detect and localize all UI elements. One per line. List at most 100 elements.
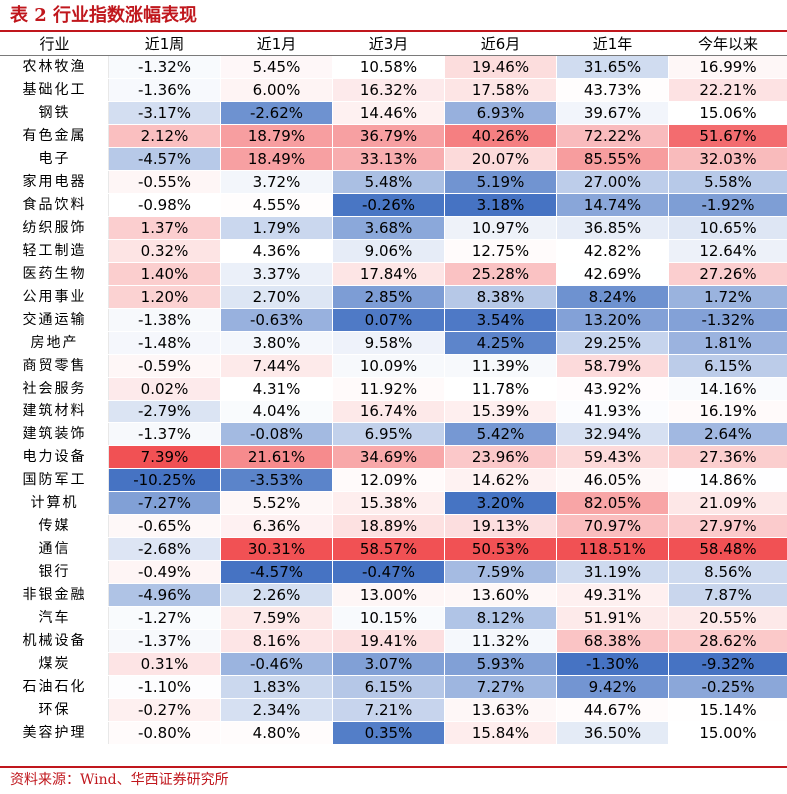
heatmap-cell: -0.08% [220,422,333,447]
heatmap-cell: 14.62% [444,468,557,493]
heatmap-cell: 39.67% [556,100,669,125]
table-row: 电子 -4.57% 18.49% 33.13% 20.07% 85.55% 32.03% [0,146,787,171]
heatmap-cell: 118.51% [556,537,669,562]
heatmap-cell: -1.10% [108,675,221,700]
table-row: 国防军工 -10.25% -3.53% 12.09% 14.62% 46.05% 14.86… [0,468,787,493]
heatmap-cell: -1.36% [108,77,221,102]
heatmap-cell: 9.06% [332,238,445,263]
heatmap-cell: 4.80% [220,721,333,746]
heatmap-cell: 11.92% [332,376,445,401]
heatmap-cell: 0.02% [108,376,221,401]
heatmap-cell: 19.46% [444,54,557,79]
heatmap-cell: 3.72% [220,169,333,194]
heatmap-cell: 2.26% [220,583,333,608]
heatmap-cell: 12.64% [668,238,787,263]
heatmap-cell: -4.96% [108,583,221,608]
heatmap-cell: 16.74% [332,399,445,424]
table-row: 医药生物 1.40% 3.37% 17.84% 25.28% 42.69% 27.26% [0,261,787,286]
heatmap-cell: 5.52% [220,491,333,516]
heatmap-cell: 11.78% [444,376,557,401]
heatmap-cell: 28.62% [668,629,787,654]
heatmap-cell: 1.37% [108,215,221,240]
table-row: 商贸零售 -0.59% 7.44% 10.09% 11.39% 58.79% 6.15% [0,353,787,378]
table-row: 机械设备 -1.37% 8.16% 19.41% 11.32% 68.38% 28.62% [0,629,787,654]
heatmap-cell: 32.94% [556,422,669,447]
table-row: 房地产 -1.48% 3.80% 9.58% 4.25% 29.25% 1.81% [0,330,787,355]
heatmap-cell: 2.12% [108,123,221,148]
heatmap-cell: 7.59% [444,560,557,585]
heatmap-cell: 7.39% [108,445,221,470]
industry-name: 环保 [0,698,109,723]
heatmap-cell: 1.40% [108,261,221,286]
industry-name: 房地产 [0,330,109,355]
heatmap-cell: 10.65% [668,215,787,240]
heatmap-cell: 58.79% [556,353,669,378]
heatmap-cell: -1.48% [108,330,221,355]
heatmap-cell: -0.25% [668,675,787,700]
heatmap-cell: 19.13% [444,514,557,539]
heatmap-cell: 27.00% [556,169,669,194]
heatmap-cell: 6.93% [444,100,557,125]
heatmap-cell: 36.79% [332,123,445,148]
table-row: 交通运输 -1.38% -0.63% 0.07% 3.54% 13.20% -1.32% [0,307,787,332]
heatmap-cell: 21.61% [220,445,333,470]
heatmap-cell: 85.55% [556,146,669,171]
table-row: 美容护理 -0.80% 4.80% 0.35% 15.84% 36.50% 15.00% [0,721,787,746]
heatmap-cell: 15.00% [668,721,787,746]
heatmap-cell: -10.25% [108,468,221,493]
table-row: 食品饮料 -0.98% 4.55% -0.26% 3.18% 14.74% -1.92% [0,192,787,217]
heatmap-cell: 11.32% [444,629,557,654]
heatmap-cell: 19.41% [332,629,445,654]
heatmap-cell: 10.15% [332,606,445,631]
column-header: 近6月 [444,32,557,56]
heatmap-cell: -0.47% [332,560,445,585]
heatmap-cell: 36.50% [556,721,669,746]
industry-name: 农林牧渔 [0,54,109,79]
heatmap-cell: 72.22% [556,123,669,148]
heatmap-cell: 42.69% [556,261,669,286]
heatmap-cell: 12.75% [444,238,557,263]
heatmap-cell: 17.84% [332,261,445,286]
heatmap-cell: 34.69% [332,445,445,470]
heatmap-cell: -0.49% [108,560,221,585]
heatmap-cell: 43.92% [556,376,669,401]
heatmap-body: 农林牧渔 -1.32% 5.45% 10.58% 19.46% 31.65% 16.99% 基… [0,54,787,746]
heatmap-cell: 12.09% [332,468,445,493]
heatmap-cell: 6.15% [668,353,787,378]
heatmap-cell: 1.72% [668,284,787,309]
industry-name: 公用事业 [0,284,109,309]
heatmap-cell: 40.26% [444,123,557,148]
heatmap-cell: 10.97% [444,215,557,240]
heatmap-cell: 10.09% [332,353,445,378]
heatmap-cell: 1.79% [220,215,333,240]
heatmap-cell: 31.19% [556,560,669,585]
heatmap-cell: 29.25% [556,330,669,355]
heatmap-cell: 18.79% [220,123,333,148]
table-row: 纺织服饰 1.37% 1.79% 3.68% 10.97% 36.85% 10.65% [0,215,787,240]
industry-name: 机械设备 [0,629,109,654]
heatmap-cell: -2.79% [108,399,221,424]
column-header: 近1月 [220,32,333,56]
heatmap-cell: 8.24% [556,284,669,309]
industry-name: 银行 [0,560,109,585]
heatmap-cell: 13.63% [444,698,557,723]
title-rule [0,30,787,32]
heatmap-cell: -3.17% [108,100,221,125]
heatmap-cell: 4.25% [444,330,557,355]
heatmap-cell: 5.45% [220,54,333,79]
heatmap-cell: 58.48% [668,537,787,562]
heatmap-cell: 13.20% [556,307,669,332]
heatmap-cell: 27.36% [668,445,787,470]
heatmap-cell: 8.56% [668,560,787,585]
heatmap-cell: 0.32% [108,238,221,263]
industry-name: 钢铁 [0,100,109,125]
heatmap-cell: 41.93% [556,399,669,424]
industry-name: 医药生物 [0,261,109,286]
heatmap-cell: 2.85% [332,284,445,309]
heatmap-cell: 3.54% [444,307,557,332]
heatmap-cell: 3.18% [444,192,557,217]
heatmap-cell: 23.96% [444,445,557,470]
heatmap-cell: 68.38% [556,629,669,654]
heatmap-cell: 18.89% [332,514,445,539]
industry-name: 电子 [0,146,109,171]
